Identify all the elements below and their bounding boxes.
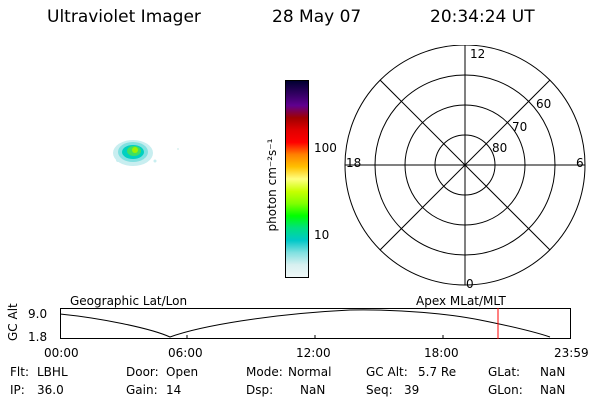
seq-value: 39 [404, 383, 420, 397]
glon-label: GLon: [488, 383, 523, 397]
flt-value: LBHL [37, 365, 68, 379]
colorbar-label: photon cm⁻²s⁻¹ [265, 138, 279, 232]
aurora-image [113, 140, 179, 166]
mlt-label-6: 6 [576, 156, 584, 170]
polar-grid [344, 45, 586, 286]
lat-label-80: 80 [492, 141, 508, 155]
time-label: 20:34:24 UT [430, 7, 535, 27]
gain-value: 14 [166, 383, 182, 397]
ip-label: IP: [10, 383, 25, 397]
colorbar-tick-10: 10 [314, 228, 330, 242]
dsp-label: Dsp: [246, 383, 274, 397]
mode-label: Mode: [246, 365, 283, 379]
strip-left-label: Geographic Lat/Lon [70, 294, 188, 308]
strip-xtick-2359: 23:59 [554, 346, 589, 360]
strip-xtick-1800: 18:00 [424, 346, 459, 360]
mlt-label-18: 18 [346, 156, 362, 170]
glat-label: GLat: [488, 365, 521, 379]
strip-right-label: Apex MLat/MLT [416, 294, 506, 308]
mode-value: Normal [288, 365, 332, 379]
gcalt-label: GC Alt: [366, 365, 408, 379]
instrument-title: Ultraviolet Imager [47, 7, 201, 27]
lat-label-70: 70 [512, 120, 528, 134]
strip-xtick-0000: 00:00 [44, 346, 79, 360]
dsp-value: NaN [300, 383, 326, 397]
glat-value: NaN [540, 365, 566, 379]
strip-ytick-max: 9.0 [28, 307, 48, 321]
flt-label: Flt: [10, 365, 29, 379]
colorbar [285, 80, 309, 278]
strip-ylabel: GC Alt [6, 303, 20, 341]
gcalt-value: 5.7 Re [418, 365, 457, 379]
strip-xtick-1200: 12:00 [296, 346, 331, 360]
orbit-strip [60, 308, 571, 339]
glon-value: NaN [540, 383, 566, 397]
date-label: 28 May 07 [272, 7, 362, 27]
strip-ytick-min: 1.8 [28, 330, 48, 344]
seq-label: Seq: [366, 383, 393, 397]
strip-xtick-0600: 06:00 [168, 346, 203, 360]
gain-label: Gain: [126, 383, 158, 397]
door-label: Door: [126, 365, 159, 379]
lat-label-60: 60 [536, 97, 552, 111]
colorbar-tick-100: 100 [314, 141, 337, 155]
ip-value: 36.0 [37, 383, 64, 397]
door-value: Open [166, 365, 199, 379]
mlt-label-12: 12 [470, 47, 486, 61]
mlt-label-0: 0 [466, 277, 474, 291]
